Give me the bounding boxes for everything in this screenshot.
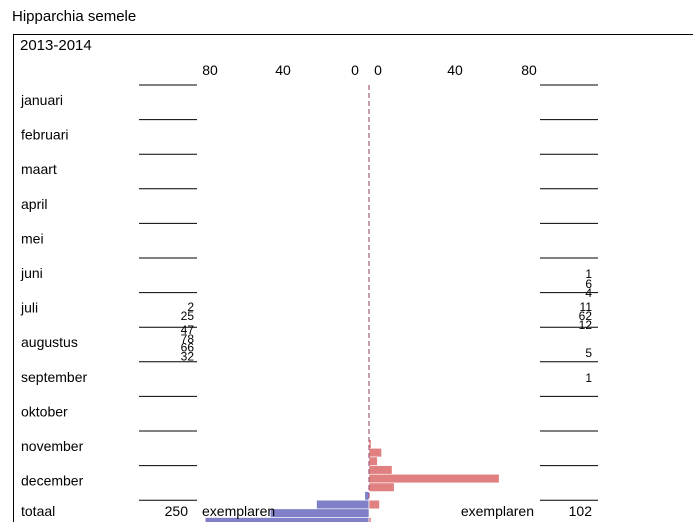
value-label-2013: 66: [181, 341, 195, 355]
tick-label-right: 0: [374, 62, 382, 78]
bar-2014: [368, 499, 380, 510]
bar-2014: [368, 482, 395, 492]
month-label-maart: maart: [21, 161, 57, 177]
month-label-juli: juli: [20, 300, 38, 316]
bar-2013: [364, 491, 370, 501]
value-label-2014: 11: [580, 300, 593, 314]
tick-label-left: 40: [275, 62, 291, 78]
tick-label-left: 0: [351, 62, 359, 78]
tick-label-left: 80: [202, 62, 218, 78]
value-label-2013: 2: [187, 300, 194, 314]
bar-2013: [269, 508, 370, 518]
month-label-april: april: [21, 196, 47, 212]
month-label-augustus: augustus: [21, 334, 78, 350]
value-label-2013: 25: [181, 309, 195, 323]
value-label-2013: 47: [181, 323, 195, 337]
bar-2014: [368, 447, 382, 458]
month-label-mei: mei: [21, 230, 44, 246]
month-label-december: december: [21, 473, 84, 489]
bar-2014: [368, 473, 500, 484]
total-2013: 250: [165, 503, 189, 519]
total-2014: 102: [569, 503, 593, 519]
tick-label-right: 40: [447, 62, 463, 78]
bar-2014: [368, 456, 378, 466]
value-label-2014: 5: [585, 346, 592, 360]
value-label-2014: 1: [585, 371, 592, 385]
bar-2014: [368, 465, 393, 475]
month-label-februari: februari: [21, 127, 68, 143]
species-title: Hipparchia semele: [12, 8, 137, 25]
value-label-2013: 78: [181, 332, 195, 346]
month-label-september: september: [21, 369, 87, 385]
period-label: 2013-2014: [20, 37, 92, 54]
month-label-oktober: oktober: [21, 403, 68, 419]
tick-label-right: 80: [521, 62, 537, 78]
total-row-label: totaal: [21, 503, 55, 519]
value-label-2014: 1: [585, 267, 592, 281]
unit-label-2014: exemplaren: [461, 503, 534, 519]
month-label-november: november: [21, 438, 84, 454]
unit-label-2013: exemplaren: [202, 503, 275, 519]
bar-2014: [368, 517, 372, 522]
bar-2013: [316, 499, 370, 510]
value-label-2014: 12: [579, 318, 593, 332]
month-label-januari: januari: [20, 92, 63, 108]
value-label-2014: 6: [585, 277, 592, 291]
value-label-2013: 32: [181, 349, 195, 363]
value-label-2014: 4: [585, 286, 592, 300]
value-label-2014: 62: [579, 309, 593, 323]
month-label-juni: juni: [20, 265, 43, 281]
chart-frame: [13, 34, 693, 522]
